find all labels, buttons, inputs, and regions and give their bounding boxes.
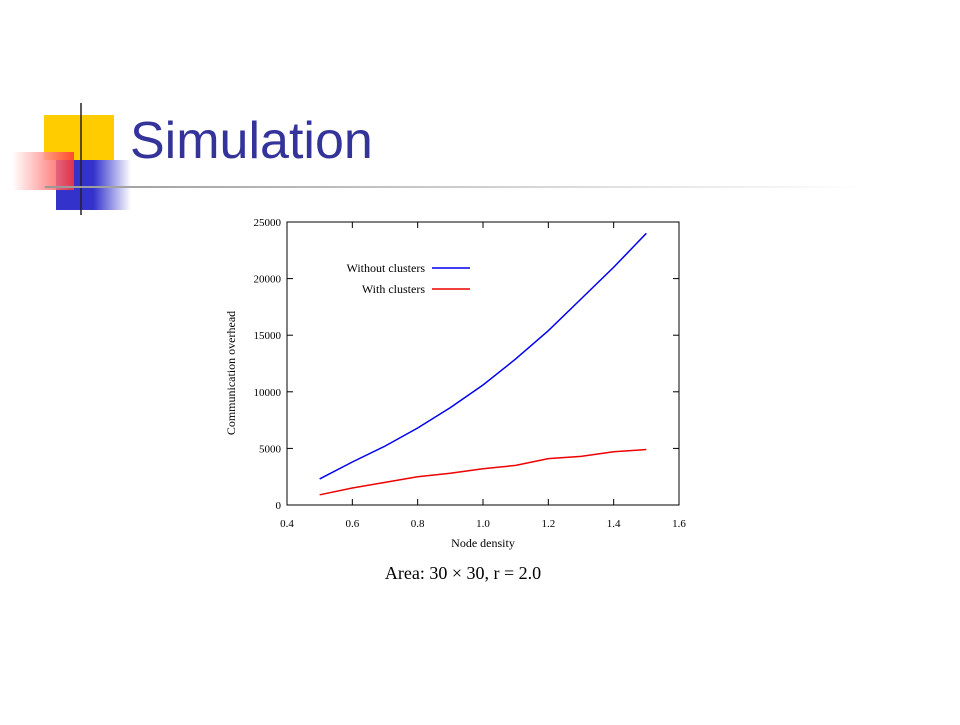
y-tick-label: 5000	[259, 443, 282, 455]
x-tick-label: 0.6	[345, 518, 359, 530]
x-tick-label: 1.2	[541, 518, 555, 530]
caption: Area: 30 × 30, r = 2.0	[385, 563, 541, 583]
x-tick-label: 1.6	[672, 518, 686, 530]
y-tick-label: 25000	[254, 217, 282, 229]
y-tick-label: 10000	[254, 387, 282, 399]
x-tick-label: 1.4	[607, 518, 621, 530]
data-line	[319, 232, 647, 480]
y-axis-label: Communication overhead	[224, 311, 238, 435]
y-tick-label: 15000	[254, 330, 282, 342]
legend-label: With clusters	[362, 282, 426, 296]
legend-label: Without clusters	[346, 261, 425, 275]
decoration	[12, 103, 865, 215]
x-tick-label: 0.4	[280, 518, 294, 530]
slide-title: Simulation	[130, 112, 373, 170]
y-tick-label: 0	[276, 500, 282, 512]
x-tick-label: 0.8	[411, 518, 425, 530]
data-line	[319, 448, 647, 496]
y-tick-label: 20000	[254, 274, 282, 286]
x-tick-label: 1.0	[476, 518, 490, 530]
x-axis-label: Node density	[451, 536, 515, 550]
